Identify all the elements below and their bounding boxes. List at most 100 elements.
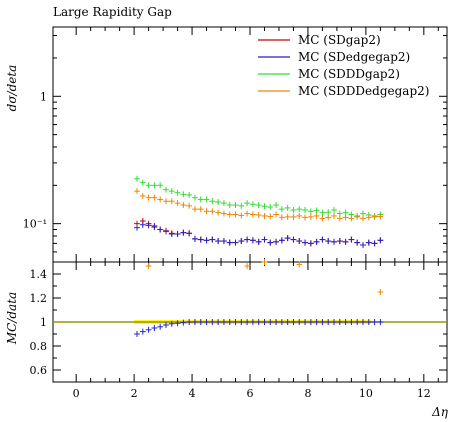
main-series-3-point (290, 213, 297, 220)
main-series-1-point (377, 237, 384, 244)
ratio-series-0-point (307, 319, 314, 325)
main-series-2-point (244, 200, 250, 207)
legend: MC (SDgap2) MC (SDedgegap2) MC (SDDDgap2) M… (258, 33, 429, 98)
ratio-y-tick-label: 1.4 (30, 268, 48, 281)
ratio-series-0-point (250, 319, 256, 325)
main-series-2-point (139, 179, 146, 186)
main-series-2-point (215, 198, 222, 205)
legend-entry: MC (SDedgegap2) (298, 50, 410, 64)
ratio-series-0-point (290, 319, 297, 325)
main-series-3-point (209, 208, 216, 215)
x-axis-label: Δη (431, 405, 449, 419)
ratio-y-axis-label: MC/data (5, 292, 19, 345)
ratio-series-1-series (145, 259, 384, 295)
ratio-y-tick-label: 1 (40, 316, 47, 329)
main-series-1-point (365, 239, 372, 246)
ratio-series-0-point (302, 319, 308, 325)
main-series-3-point (313, 212, 320, 219)
ratio-series-0-point (203, 319, 210, 325)
ratio-series-0-point (145, 326, 152, 333)
ratio-series-0-point (371, 319, 378, 325)
ratio-series-0-point (192, 319, 198, 325)
main-y-axis-label: dσ/deta (5, 65, 19, 112)
main-series-3-point (261, 212, 268, 219)
ratio-series-0-point (319, 319, 326, 325)
main-series-1-point (197, 236, 204, 243)
main-series-1-point (221, 238, 227, 245)
ratio-series-0-point (354, 319, 361, 325)
ratio-series-0-point (226, 319, 233, 325)
main-series-3-point (255, 211, 262, 218)
main-series-2-point (232, 202, 239, 209)
main-series-3-point (250, 211, 256, 218)
ratio-series-0-point (273, 319, 279, 325)
ratio-series-0-point (186, 319, 193, 325)
main-series-3-point (354, 213, 361, 220)
ratio-series-0-point (342, 319, 349, 325)
main-series-1-point (157, 226, 164, 233)
x-tick-label: 8 (304, 387, 311, 400)
main-series-1-point (273, 238, 279, 245)
chart-title: Large Rapidity Gap (53, 5, 172, 19)
main-series-2-point (238, 202, 245, 209)
main-series-3-point (186, 202, 193, 209)
main-series-2-point (296, 206, 303, 213)
main-series-3-point (226, 211, 233, 218)
main-series-2-point (331, 207, 337, 214)
main-series-2-point (267, 204, 274, 211)
ratio-series-0-point (331, 319, 337, 325)
main-series-2-point (145, 182, 152, 189)
ratio-series-0-point (255, 319, 262, 325)
ratio-series-0-point (180, 319, 187, 326)
main-series-2-point (209, 198, 216, 205)
main-series-1-point (325, 238, 332, 245)
ratio-series-0-series (134, 319, 384, 337)
main-series-3-point (377, 213, 384, 220)
main-series-3-point (267, 213, 274, 220)
main-series-2-point (250, 201, 256, 208)
main-series-2-point (319, 209, 326, 216)
ratio-series-0-point (134, 331, 140, 337)
main-series-3-point (203, 208, 210, 215)
ratio-series-0-point (174, 320, 181, 327)
ratio-series-1-point (145, 263, 152, 269)
x-tick-label: 0 (73, 387, 80, 400)
ratio-series-0-point (365, 319, 372, 325)
main-series-3-point (342, 214, 349, 221)
ratio-series-0-point (267, 319, 274, 325)
main-series-1-point (342, 238, 349, 245)
main-series-1-point (244, 236, 250, 243)
legend-entry: MC (SDgap2) (298, 33, 381, 47)
main-series-3-point (284, 213, 291, 220)
x-tick-label: 6 (247, 387, 254, 400)
x-tick-label: 12 (417, 387, 431, 400)
main-series-1-point (255, 238, 262, 245)
main-series-2-point (278, 206, 285, 213)
main-series-1-point (232, 239, 239, 246)
main-series-2-point (203, 196, 210, 203)
main-series-1-point (209, 236, 216, 243)
ratio-series-0-point (336, 319, 343, 325)
main-series-3-point (180, 202, 187, 209)
main-series-1-point (226, 239, 233, 246)
ratio-series-0-point (221, 319, 227, 325)
main-series-1-point (302, 239, 308, 246)
main-series-1-point (134, 224, 140, 231)
main-series-3-point (221, 210, 227, 217)
main-y-tick-label: 1 (40, 90, 47, 103)
ratio-y-tick-label: 0.8 (30, 340, 48, 353)
x-tick-label: 4 (189, 387, 196, 400)
ratio-series-0-point (139, 328, 146, 335)
main-series-2-series (134, 175, 384, 219)
main-series-3-point (192, 206, 198, 213)
main-series-2-point (180, 191, 187, 198)
main-series-2-point (273, 202, 279, 209)
main-series-3-point (371, 213, 378, 220)
main-series-2-point (163, 186, 169, 193)
main-series-2-point (302, 207, 308, 214)
legend-entry: MC (SDDDgap2) (298, 67, 400, 81)
ratio-series-0-point (215, 319, 222, 325)
main-series-3-point (325, 214, 332, 221)
main-series-1-point (139, 221, 146, 228)
